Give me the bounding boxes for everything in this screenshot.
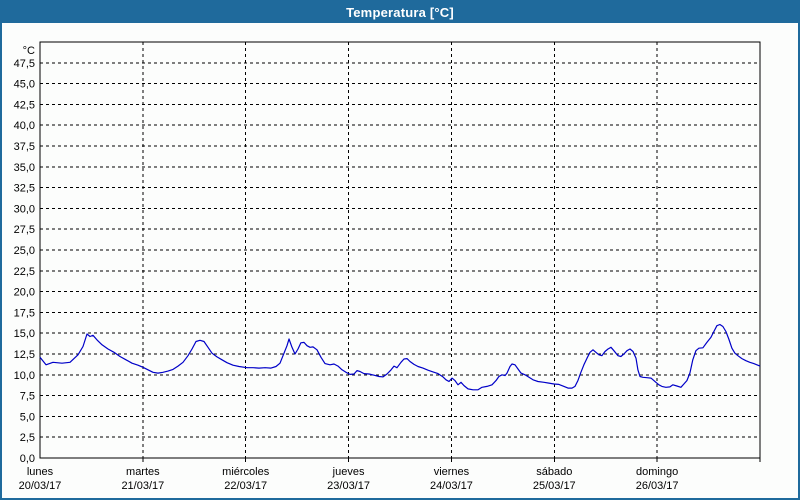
svg-text:martes: martes	[126, 466, 160, 478]
chart-area: 0,0 2,5 5,0 7,5 10,0 12,5 15,0 17,5 20,0 22,5 25,0…	[2, 23, 798, 498]
svg-text:0,0: 0,0	[20, 453, 35, 465]
svg-text:jueves: jueves	[332, 466, 365, 478]
svg-text:47,5: 47,5	[14, 58, 35, 70]
svg-text:27,5: 27,5	[14, 224, 35, 236]
title-bar: Temperatura [°C]	[2, 2, 798, 23]
svg-text:22,5: 22,5	[14, 266, 35, 278]
svg-text:viernes: viernes	[434, 466, 470, 478]
svg-text:25/03/17: 25/03/17	[533, 480, 576, 492]
svg-text:miércoles: miércoles	[222, 466, 270, 478]
svg-text:domingo: domingo	[636, 466, 678, 478]
svg-text:21/03/17: 21/03/17	[121, 480, 164, 492]
temperature-line-chart: 0,0 2,5 5,0 7,5 10,0 12,5 15,0 17,5 20,0 22,5 25,0…	[14, 41, 761, 492]
svg-text:35,0: 35,0	[14, 162, 35, 174]
svg-text:26/03/17: 26/03/17	[636, 480, 679, 492]
svg-text:42,5: 42,5	[14, 99, 35, 111]
svg-text:17,5: 17,5	[14, 307, 35, 319]
svg-text:20,0: 20,0	[14, 287, 35, 299]
svg-text:10,0: 10,0	[14, 370, 35, 382]
svg-text:5,0: 5,0	[20, 411, 35, 423]
svg-text:25,0: 25,0	[14, 245, 35, 257]
svg-text:sábado: sábado	[536, 466, 572, 478]
svg-text:30,0: 30,0	[14, 203, 35, 215]
svg-text:7,5: 7,5	[20, 391, 35, 403]
svg-text:45,0: 45,0	[14, 79, 35, 91]
svg-text:37,5: 37,5	[14, 141, 35, 153]
svg-text:15,0: 15,0	[14, 328, 35, 340]
svg-text:lunes: lunes	[27, 466, 54, 478]
svg-text:20/03/17: 20/03/17	[19, 480, 62, 492]
svg-text:32,5: 32,5	[14, 183, 35, 195]
svg-text:12,5: 12,5	[14, 349, 35, 361]
svg-text:22/03/17: 22/03/17	[224, 480, 267, 492]
svg-text:°C: °C	[23, 45, 35, 57]
svg-text:24/03/17: 24/03/17	[430, 480, 473, 492]
svg-text:40,0: 40,0	[14, 120, 35, 132]
chart-title: Temperatura [°C]	[346, 5, 454, 20]
svg-text:23/03/17: 23/03/17	[327, 480, 370, 492]
svg-text:2,5: 2,5	[20, 432, 35, 444]
